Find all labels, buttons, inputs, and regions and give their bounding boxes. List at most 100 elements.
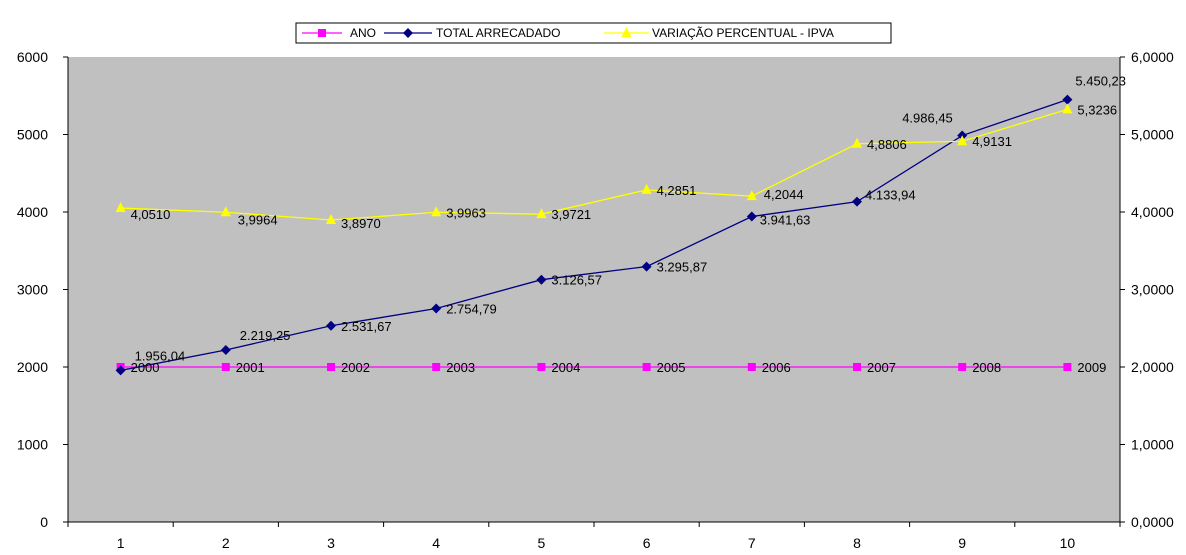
data-label: 4.986,45 [902,111,953,126]
y-right-tick-label: 6,0000 [1131,49,1174,65]
data-label: 2.531,67 [341,319,392,334]
data-point [327,363,335,371]
data-label: 4.133,94 [865,188,916,203]
data-point [221,363,230,371]
data-point [115,365,126,376]
x-tick-label: 3 [327,535,335,551]
data-label: 3.126,57 [551,273,602,288]
x-tick-label: 10 [1060,535,1076,551]
legend-label: VARIAÇÃO PERCENTUAL - IPVA [652,26,834,40]
x-tick-label: 7 [748,535,756,551]
data-label: 1.956,04 [135,348,186,363]
y-left-tick-label: 5000 [17,127,48,143]
data-label: 3.295,87 [657,260,708,275]
data-point [326,320,336,331]
y-left-tick-label: 6000 [17,49,48,65]
data-point [432,363,441,371]
legend-box [295,22,892,44]
data-label: 3,9721 [551,207,591,222]
data-label: 2005 [657,360,686,375]
data-label: 4,9131 [972,134,1012,149]
legend: ANO TOTAL ARRECADADO VARIAÇÃO PERCENTUAL -… [295,22,892,44]
data-label: 3,8970 [341,216,381,231]
y-right-tick-label: 2,0000 [1131,359,1174,375]
series-2 [115,103,1073,224]
data-label: 2002 [341,360,370,375]
data-label: 4,2044 [764,187,804,202]
legend-marker [403,28,413,38]
data-point [852,137,862,148]
data-label: 3,9964 [238,212,278,227]
series-line [120,108,1068,221]
data-point [747,363,756,371]
data-point [957,135,968,146]
data-point [536,274,547,285]
data-point [220,206,231,217]
data-point [537,363,546,371]
y-left-tick-label: 1000 [17,437,48,453]
data-point [641,261,652,272]
series-1 [115,94,1073,376]
series-layer [115,94,1073,376]
legend-label: ANO [350,26,376,40]
data-label: 2008 [972,360,1001,375]
x-tick-label: 2 [222,535,230,551]
data-point [641,183,652,194]
data-point [1062,103,1073,114]
x-tick-label: 9 [958,535,966,551]
plot-area [68,57,1120,522]
x-tick-label: 6 [643,535,651,551]
data-label: 3,9963 [446,205,486,220]
data-label: 4,0510 [131,207,171,222]
data-label: 2.219,25 [240,328,291,343]
data-point [642,363,651,371]
legend-marker [318,29,326,37]
y-left-tick-label: 3000 [17,282,48,298]
legend-label: TOTAL ARRECADADO [436,26,560,40]
data-label: 2007 [867,360,896,375]
data-label: 4,8806 [867,137,907,152]
x-tick-label: 8 [853,535,861,551]
data-label: 2006 [762,360,791,375]
y-right-tick-label: 0,0000 [1131,514,1174,530]
x-tick-label: 4 [432,535,440,551]
series-0 [116,363,1072,371]
y-left-tick-label: 0 [40,514,48,530]
data-point [115,202,126,213]
data-label: 2001 [236,360,265,375]
data-point [1063,363,1072,371]
data-labels: 2000 2001 2002 2003 2004 2005 2006 2007 2008 2009… [131,74,1126,375]
data-point [852,196,862,207]
y-right-tick-label: 1,0000 [1131,437,1174,453]
data-label: 4,2851 [657,183,697,198]
y-right-tick-label: 3,0000 [1131,282,1174,298]
data-point [746,211,757,222]
series-line [120,98,1068,372]
data-point [326,213,336,224]
data-point [536,208,547,219]
y-left-tick-label: 2000 [17,359,48,375]
x-tick-label: 5 [538,535,546,551]
y-right-tick-label: 4,0000 [1131,204,1174,220]
data-point [431,303,442,314]
data-point [431,206,442,217]
data-point [958,363,967,371]
data-label: 3.941,63 [760,213,811,228]
x-tick-label: 1 [117,535,125,551]
data-label: 5,3236 [1077,102,1117,117]
data-point [746,190,757,201]
data-label: 2009 [1077,360,1106,375]
data-label: 2.754,79 [446,302,497,317]
data-label: 2000 [131,360,160,375]
y-right-tick-label: 5,0000 [1131,127,1174,143]
data-label: 2004 [551,360,580,375]
axes: 0 1000 2000 3000 4000 5000 6000 0,0000 1,0000 2,0… [17,49,1174,551]
data-label: 5.450,23 [1075,74,1126,89]
data-point [220,345,231,356]
legend-marker [621,27,632,37]
data-label: 2003 [446,360,475,375]
data-point [1062,94,1073,105]
data-point [853,363,861,371]
y-left-tick-label: 4000 [17,204,48,220]
